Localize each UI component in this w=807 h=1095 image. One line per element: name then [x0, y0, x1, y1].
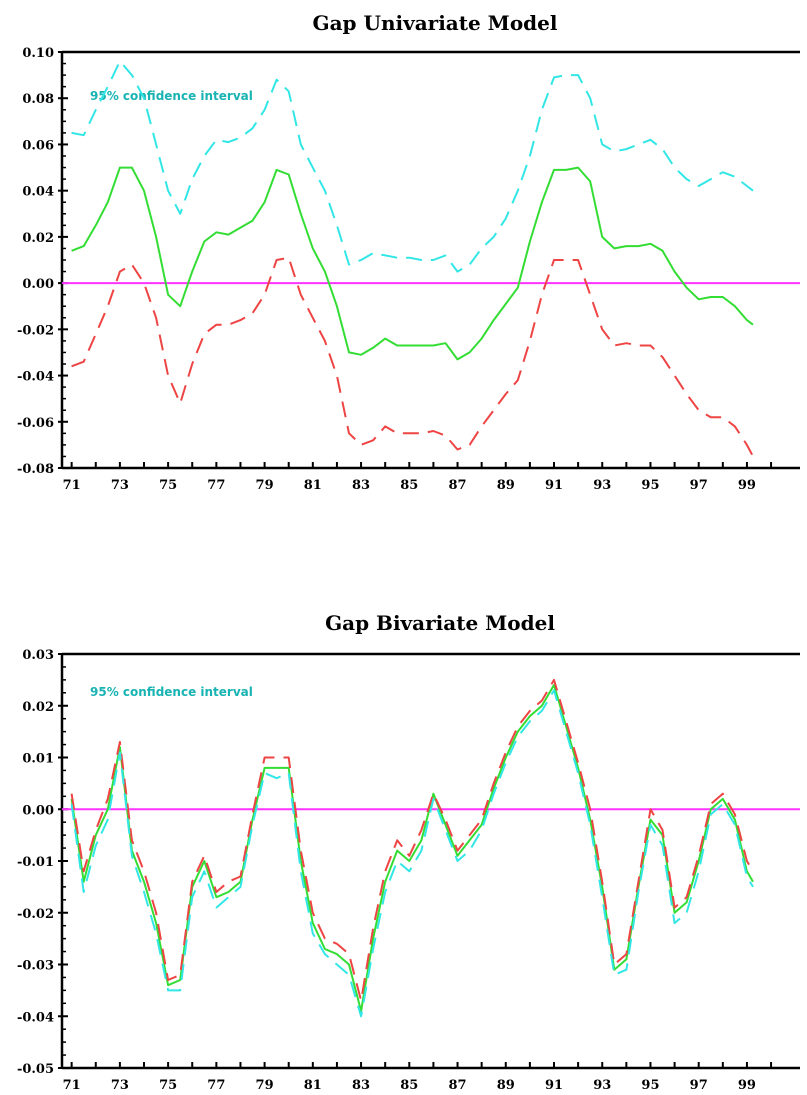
- y-tick-label: -0.04: [17, 1010, 54, 1025]
- x-tick-label: 81: [304, 1078, 322, 1093]
- x-tick-label: 75: [159, 478, 177, 493]
- series-line-estimate: [71, 166, 754, 361]
- x-tick-label: 95: [641, 478, 659, 493]
- series-line-lower: [70, 689, 754, 1018]
- y-tick-label: 0.08: [22, 92, 54, 107]
- x-tick-label: 89: [497, 478, 515, 493]
- chart-title: Gap Univariate Model: [313, 11, 558, 35]
- x-tick-label: 77: [207, 478, 225, 493]
- x-tick-label: 87: [448, 1078, 466, 1093]
- chart-title: Gap Bivariate Model: [325, 611, 555, 635]
- y-tick-label: -0.02: [17, 323, 54, 338]
- x-tick-label: 73: [111, 478, 129, 493]
- x-tick-label: 79: [256, 478, 274, 493]
- x-tick-label: 79: [256, 1078, 274, 1093]
- y-tick-label: 0.06: [22, 138, 54, 153]
- y-tick-label: 0.00: [22, 277, 54, 292]
- y-tick-label: 0.02: [22, 700, 54, 715]
- y-tick-label: 0.02: [22, 231, 54, 246]
- x-tick-label: 71: [63, 478, 81, 493]
- series-line-upper: [70, 678, 754, 1002]
- bivariate-chart: Gap Bivariate Model 95% confidence inter…: [17, 611, 800, 1093]
- x-tick-label: 85: [400, 478, 418, 493]
- series-line-upper: [71, 60, 754, 273]
- x-tick-label: 87: [448, 478, 466, 493]
- x-tick-label: 99: [738, 1078, 756, 1093]
- y-tick-label: -0.04: [17, 370, 54, 385]
- series-line-lower: [71, 256, 754, 457]
- x-tick-label: 83: [352, 478, 370, 493]
- x-tick-label: 97: [690, 1078, 708, 1093]
- y-tick-label: 0.03: [22, 648, 54, 663]
- x-tick-label: 93: [593, 1078, 611, 1093]
- y-tick-label: -0.03: [17, 959, 54, 974]
- x-tick-label: 85: [400, 1078, 418, 1093]
- x-tick-label: 75: [159, 1078, 177, 1093]
- y-tick-label: 0.10: [22, 46, 54, 61]
- x-tick-label: 91: [545, 478, 563, 493]
- y-tick-label: 0.00: [22, 803, 54, 818]
- x-tick-label: 93: [593, 478, 611, 493]
- x-tick-label: 95: [641, 1078, 659, 1093]
- x-tick-label: 97: [690, 478, 708, 493]
- x-tick-label: 71: [63, 1078, 81, 1093]
- y-tick-label: -0.05: [17, 1062, 54, 1077]
- y-tick-label: -0.01: [17, 855, 54, 870]
- x-tick-label: 81: [304, 478, 322, 493]
- confidence-interval-label: 95% confidence interval: [90, 89, 253, 103]
- univariate-chart: Gap Univariate Model 95% confidence inte…: [17, 11, 800, 493]
- x-tick-label: 89: [497, 1078, 515, 1093]
- x-tick-label: 99: [738, 478, 756, 493]
- confidence-interval-label: 95% confidence interval: [90, 685, 253, 699]
- x-tick-label: 73: [111, 1078, 129, 1093]
- y-tick-label: 0.04: [22, 185, 54, 200]
- y-tick-label: -0.06: [17, 416, 54, 431]
- x-tick-label: 77: [207, 1078, 225, 1093]
- y-tick-label: 0.01: [22, 752, 54, 767]
- x-tick-label: 83: [352, 1078, 370, 1093]
- x-tick-label: 91: [545, 1078, 563, 1093]
- y-tick-label: -0.08: [17, 462, 54, 477]
- y-tick-label: -0.02: [17, 907, 54, 922]
